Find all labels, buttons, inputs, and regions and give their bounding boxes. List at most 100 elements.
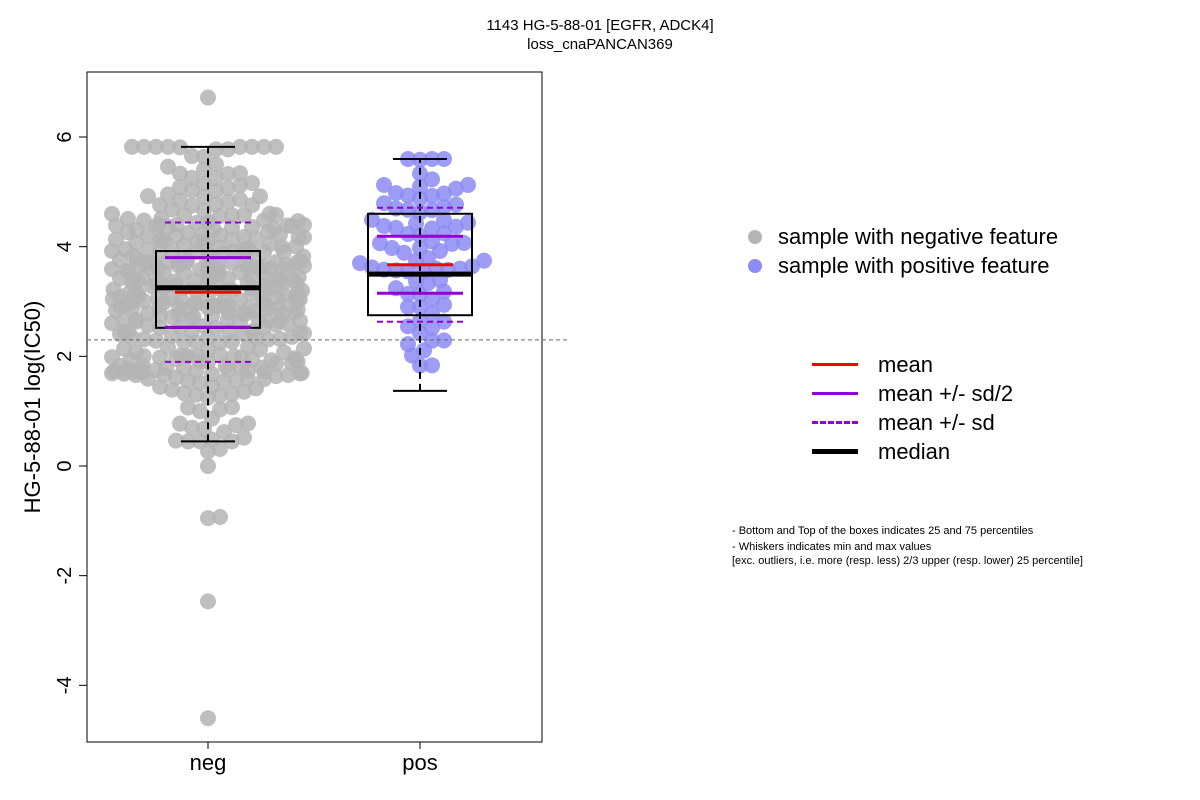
pos-sample-point bbox=[436, 212, 452, 229]
chart-title: 1143 HG-5-88-01 [EGFR, ADCK4] bbox=[486, 17, 714, 34]
legend-item-negative: sample with negative feature bbox=[748, 224, 1148, 250]
neg-sample-point bbox=[172, 347, 189, 364]
pos-sample-point bbox=[412, 299, 428, 316]
legend-label-half-sd: mean +/- sd/2 bbox=[878, 381, 1014, 406]
pos-sample-point bbox=[436, 313, 452, 330]
pos-sample-point bbox=[436, 198, 452, 215]
sd-dashed-line-icon bbox=[812, 421, 858, 424]
neg-sample-point bbox=[261, 205, 278, 222]
neg-sample-point bbox=[136, 138, 152, 155]
pos-sample-point bbox=[460, 176, 476, 193]
pos-sample-point bbox=[412, 240, 428, 257]
neg-sample-point bbox=[200, 710, 216, 727]
neg-sample-point bbox=[263, 352, 280, 369]
pos-sample-point bbox=[400, 298, 416, 315]
neg-sample-point bbox=[212, 347, 228, 364]
neg-sample-point bbox=[104, 205, 120, 222]
neg-sample-point bbox=[120, 210, 136, 227]
neg-sample-point bbox=[140, 188, 156, 205]
neg-sample-point bbox=[240, 415, 256, 432]
note-outliers: [exc. outliers, i.e. more (resp. less) 2… bbox=[732, 555, 1083, 567]
neg-sample-point bbox=[192, 403, 208, 420]
neg-sample-point bbox=[184, 148, 200, 165]
legend-label-mean: mean bbox=[878, 352, 934, 377]
pos-sample-point bbox=[372, 235, 388, 252]
y-tick-label: 0 bbox=[54, 460, 76, 471]
neg-sample-point bbox=[212, 334, 228, 351]
neg-sample-point bbox=[232, 165, 248, 182]
neg-sample-point bbox=[232, 138, 248, 155]
pos-sample-point bbox=[436, 332, 452, 349]
neg-sample-point bbox=[172, 139, 188, 156]
neg-sample-point bbox=[184, 169, 200, 186]
neg-sample-point bbox=[208, 156, 224, 173]
neg-sample-point bbox=[184, 182, 200, 199]
pos-sample-point bbox=[412, 204, 428, 221]
note-box-percentiles: - Bottom and Top of the boxes indicates … bbox=[732, 525, 1034, 537]
neg-sample-point bbox=[296, 340, 312, 357]
neg-sample-point bbox=[148, 138, 164, 155]
neg-sample-point bbox=[200, 89, 216, 106]
neg-sample-point bbox=[116, 340, 132, 357]
pos-sample-point bbox=[388, 219, 404, 236]
plot-frame bbox=[86, 71, 543, 743]
pos-sample-point bbox=[460, 214, 476, 231]
neg-sample-point bbox=[186, 295, 203, 312]
pos-sample-point bbox=[384, 240, 400, 257]
neg-sample-point bbox=[124, 138, 140, 155]
neg-sample-point bbox=[291, 324, 308, 341]
neg-sample-point bbox=[220, 141, 236, 158]
neg-sample-point bbox=[228, 372, 244, 389]
pos-sample-point bbox=[400, 187, 416, 204]
neg-sample-point bbox=[104, 315, 120, 332]
pos-sample-point bbox=[388, 185, 404, 202]
note-whiskers: - Whiskers indicates min and max values bbox=[732, 541, 932, 553]
neg-sample-point bbox=[224, 399, 240, 416]
y-tick-label: -4 bbox=[54, 676, 76, 694]
pos-sample-point bbox=[424, 319, 440, 336]
neg-sample-point bbox=[172, 415, 188, 432]
neg-sample-point bbox=[256, 138, 272, 155]
neg-sample-point bbox=[200, 593, 216, 610]
legend-item-positive: sample with positive feature bbox=[748, 253, 1148, 279]
pos-sample-point bbox=[424, 332, 440, 349]
neg-sample-point bbox=[164, 381, 180, 398]
neg-sample-point bbox=[184, 197, 200, 214]
x-tick-label-neg: neg bbox=[190, 750, 227, 775]
y-tick-label: 4 bbox=[54, 241, 76, 252]
pos-sample-point bbox=[424, 357, 440, 374]
neg-sample-point bbox=[224, 207, 240, 224]
neg-sample-point bbox=[208, 141, 224, 158]
neg-sample-point bbox=[172, 192, 188, 209]
pos-sample-point bbox=[424, 187, 440, 204]
legend-label-sd: mean +/- sd bbox=[878, 410, 995, 435]
pos-sample-point bbox=[456, 235, 472, 252]
positive-marker-icon bbox=[748, 259, 762, 273]
neg-sample-point bbox=[272, 330, 288, 347]
neg-sample-point bbox=[208, 170, 224, 187]
legend-label-negative: sample with negative feature bbox=[778, 224, 1059, 249]
neg-sample-point bbox=[252, 188, 268, 205]
legend-item-sd: mean +/- sd bbox=[812, 410, 1112, 436]
neg-sample-point bbox=[200, 458, 216, 474]
neg-sample-point bbox=[116, 324, 133, 341]
neg-sample-point bbox=[168, 432, 184, 449]
neg-sample-point bbox=[172, 165, 188, 182]
neg-sample-point bbox=[208, 183, 224, 200]
pos-sample-point bbox=[448, 218, 464, 235]
neg-sample-point bbox=[208, 196, 224, 213]
neg-sample-point bbox=[108, 231, 124, 248]
neg-sample-point bbox=[200, 510, 216, 527]
neg-sample-point bbox=[212, 508, 228, 525]
neg-sample-point bbox=[136, 212, 152, 229]
neg-sample-point bbox=[140, 241, 156, 258]
legend-label-median: median bbox=[878, 439, 951, 464]
pos-sample-point bbox=[412, 325, 428, 342]
pos-sample-point bbox=[424, 220, 440, 237]
pos-iqr-box bbox=[367, 212, 473, 317]
neg-sample-point bbox=[224, 386, 240, 403]
pos-sample-point bbox=[352, 255, 368, 272]
neg-sample-point bbox=[244, 175, 260, 192]
pos-sample-point bbox=[388, 200, 404, 217]
